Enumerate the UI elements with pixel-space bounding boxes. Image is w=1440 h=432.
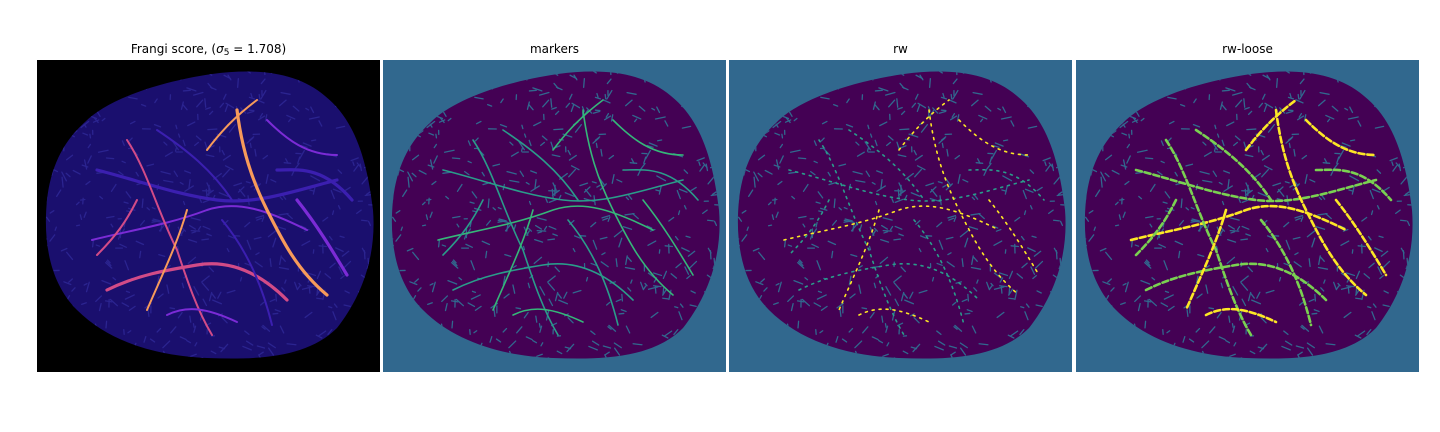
- vessel-segment: [968, 168, 1045, 201]
- vessel-segment: [512, 308, 584, 323]
- vessel-segment: [552, 99, 604, 151]
- vessel-segment: [958, 119, 1030, 156]
- sigma-subscript: 5: [223, 48, 230, 58]
- vessel-segment: [105, 262, 289, 302]
- vessel-segment: [783, 205, 1000, 241]
- vessel-network: [91, 99, 354, 336]
- vessel-segment: [567, 219, 619, 326]
- vessel-segment: [582, 109, 674, 296]
- vessel-segment: [295, 198, 349, 277]
- vessel-segment: [235, 108, 329, 297]
- rw-title: rw: [893, 42, 908, 56]
- vessel-segment: [988, 199, 1040, 276]
- vessel-segment: [442, 169, 684, 202]
- vessel-segment: [166, 308, 238, 323]
- vessel-segment: [1259, 218, 1313, 327]
- vessel-segment: [1304, 118, 1378, 157]
- rw-image: [729, 60, 1072, 372]
- vessel-segment: [442, 199, 484, 256]
- vessel-segment: [95, 168, 339, 203]
- vessel-segment: [146, 209, 188, 311]
- vessel-segment: [1184, 208, 1228, 312]
- vessel-segment: [1134, 168, 1378, 203]
- vessel-segment: [206, 99, 258, 151]
- vessel-segment: [452, 262, 634, 301]
- vessel-segment: [221, 219, 273, 326]
- vessel-segment: [898, 99, 950, 151]
- vessel-network: [783, 99, 1045, 336]
- vessel-segment: [502, 129, 579, 201]
- sigma-symbol: σ: [216, 42, 224, 56]
- vessel-segment: [472, 139, 559, 336]
- vessel-segment: [1244, 98, 1298, 152]
- vessel-segment: [858, 308, 930, 323]
- vessel-network: [437, 99, 699, 336]
- vessel-segment: [91, 205, 308, 241]
- tissue-region: [737, 71, 1066, 359]
- vessel-segment: [437, 205, 654, 241]
- vessel-segment: [1144, 262, 1328, 302]
- vessel-segment: [275, 168, 354, 202]
- rw-loose-title: rw-loose: [1222, 42, 1273, 56]
- vessel-network: [1129, 98, 1393, 337]
- frangi-score-title: Frangi score, (σ5 = 1.708): [37, 42, 380, 58]
- vessel-segment: [1334, 198, 1388, 277]
- vessel-segment: [913, 219, 965, 326]
- tissue-region: [391, 71, 720, 359]
- tissue-region: [45, 71, 374, 359]
- vessel-segment: [1129, 204, 1348, 242]
- vessel-segment: [612, 119, 684, 156]
- vessel-segment: [642, 199, 694, 276]
- vessel-segment: [928, 109, 1020, 296]
- vessel-segment: [156, 129, 233, 201]
- vessel-segment: [798, 262, 980, 301]
- vessel-segment: [622, 168, 699, 201]
- vessel-segment: [266, 119, 338, 156]
- vessel-segment: [1314, 168, 1393, 202]
- title-prefix: Frangi score, (: [130, 42, 217, 56]
- vessel-segment: [1194, 128, 1273, 202]
- vessel-segment: [126, 139, 213, 336]
- vessel-segment: [1134, 198, 1178, 257]
- vessel-segment: [1274, 108, 1368, 297]
- vessel-segment: [818, 139, 905, 336]
- vessel-segment: [1204, 307, 1278, 324]
- vessel-segment: [492, 209, 534, 311]
- vessel-segment: [848, 129, 925, 201]
- vessel-segment: [96, 199, 138, 256]
- markers-title: markers: [529, 42, 580, 56]
- title-rest: = 1.708): [229, 42, 287, 56]
- frangi-score-image: [37, 60, 380, 372]
- markers-image: [383, 60, 726, 372]
- rw-loose-image: [1076, 60, 1419, 372]
